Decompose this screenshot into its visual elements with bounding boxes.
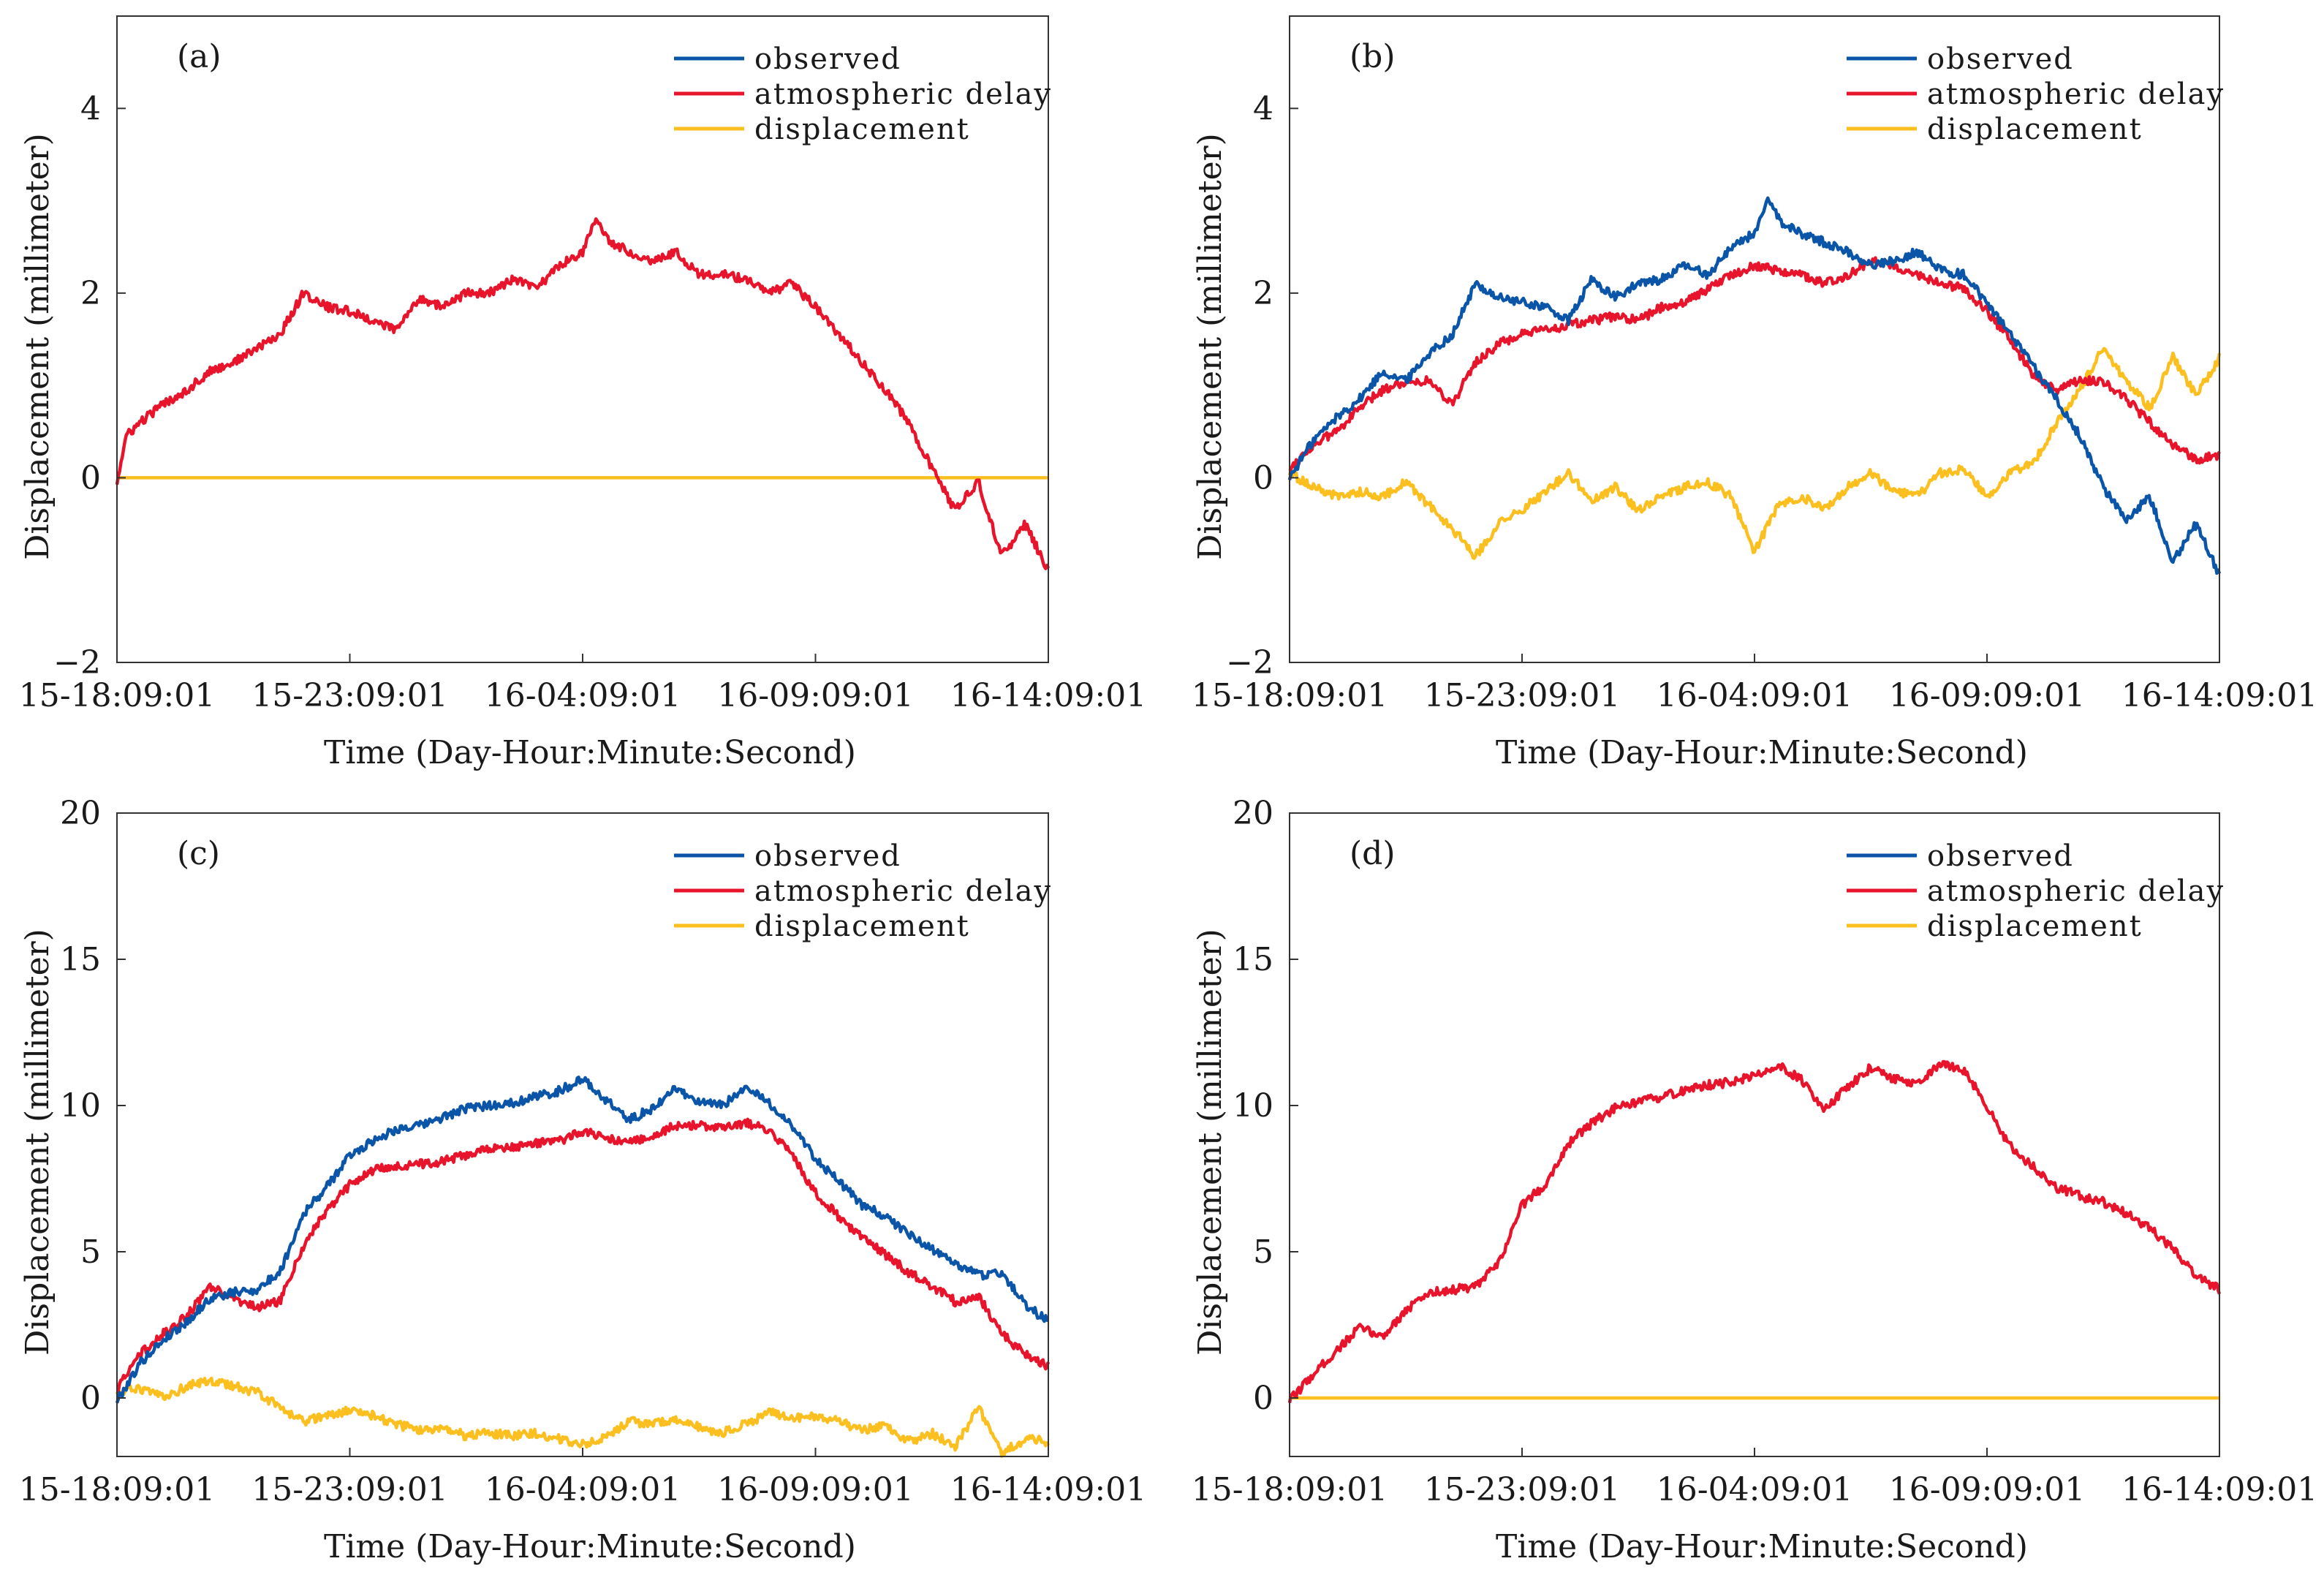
series-lines <box>115 1076 1051 1458</box>
legend: observed atmospheric delay displacement <box>1847 839 2225 943</box>
x-tick-label: 15-23:09:01 <box>1424 677 1620 714</box>
series-line-observed <box>115 1076 1049 1404</box>
legend: observed atmospheric delay displacement <box>674 839 1052 943</box>
x-tick-label: 16-09:09:01 <box>1889 677 2085 714</box>
series-line-displacement <box>115 1376 1051 1458</box>
x-tick-label: 15-23:09:01 <box>1424 1471 1620 1508</box>
y-axis-title: Displacement (millimeter) <box>19 929 56 1356</box>
y-tick-label: 5 <box>80 1233 101 1271</box>
series-line-observed <box>1287 196 2222 575</box>
x-tick-label: 15-18:09:01 <box>1192 677 1388 714</box>
y-tick-label: 2 <box>80 275 101 312</box>
legend-label-observed: observed <box>1927 839 2074 873</box>
legend-label-displacement: displacement <box>754 910 970 943</box>
legend-label-atmospheric-delay: atmospheric delay <box>754 78 1052 111</box>
panel-c: 15-18:09:01 15-23:09:01 16-04:09:01 16-09:0… <box>19 795 1146 1565</box>
x-axis-title: Time (Day-Hour:Minute:Second) <box>1496 1528 2028 1565</box>
x-axis-title: Time (Day-Hour:Minute:Second) <box>1496 734 2028 771</box>
x-tick-label: 15-23:09:01 <box>251 1471 447 1508</box>
legend-label-observed: observed <box>1927 42 2074 76</box>
series-line-displacement <box>1287 347 2222 560</box>
legend-label-atmospheric-delay: atmospheric delay <box>1927 78 2225 111</box>
axis-ticks: 15-18:09:01 15-23:09:01 16-04:09:01 16-09:0… <box>19 795 1146 1508</box>
y-axis-title: Displacement (millimeter) <box>19 133 56 560</box>
panel-label: (c) <box>177 835 220 872</box>
x-tick-label: 15-18:09:01 <box>1192 1471 1388 1508</box>
panel-label: (a) <box>177 38 222 75</box>
y-tick-label: −2 <box>1226 644 1273 681</box>
x-tick-label: 16-04:09:01 <box>1657 1471 1852 1508</box>
y-axis-title: Displacement (millimeter) <box>1192 133 1229 560</box>
series-lines <box>1287 196 2222 575</box>
axis-ticks: 15-18:09:01 15-23:09:01 16-04:09:01 16-09:0… <box>19 90 1146 714</box>
y-tick-label: 0 <box>1253 459 1273 496</box>
axis-ticks: 15-18:09:01 15-23:09:01 16-04:09:01 16-09:0… <box>1192 795 2317 1508</box>
x-tick-label: 16-04:09:01 <box>485 677 681 714</box>
panel-label: (d) <box>1350 835 1396 872</box>
x-tick-label: 16-09:09:01 <box>717 677 913 714</box>
y-axis-title: Displacement (millimeter) <box>1192 929 1229 1356</box>
panel-b: 15-18:09:01 15-23:09:01 16-04:09:01 16-09:0… <box>1192 15 2317 771</box>
panel-d: 15-18:09:01 15-23:09:01 16-04:09:01 16-09:0… <box>1192 795 2317 1565</box>
y-tick-label: 5 <box>1253 1233 1273 1271</box>
y-tick-label: 4 <box>1253 90 1273 127</box>
x-tick-label: 16-04:09:01 <box>485 1471 681 1508</box>
legend-label-observed: observed <box>754 839 901 873</box>
legend: observed atmospheric delay displacement <box>1847 42 2225 146</box>
x-axis-title: Time (Day-Hour:Minute:Second) <box>324 1528 856 1565</box>
y-tick-label: 4 <box>80 90 101 127</box>
series-line-atmospheric-delay <box>1288 256 2221 472</box>
panel-label: (b) <box>1350 38 1396 75</box>
x-tick-label: 15-23:09:01 <box>251 677 447 714</box>
legend-label-observed: observed <box>754 42 901 76</box>
panel-a: 15-18:09:01 15-23:09:01 16-04:09:01 16-09:0… <box>19 15 1146 771</box>
y-tick-label: 0 <box>80 1380 101 1417</box>
series-line-atmospheric-delay <box>1287 1059 2222 1404</box>
x-tick-label: 16-14:09:01 <box>2121 677 2317 714</box>
y-tick-label: 0 <box>80 459 101 496</box>
y-tick-label: 0 <box>1253 1380 1273 1417</box>
x-tick-label: 16-09:09:01 <box>717 1471 913 1508</box>
y-tick-label: 15 <box>60 941 101 978</box>
x-tick-label: 16-14:09:01 <box>950 677 1146 714</box>
axis-ticks: 15-18:09:01 15-23:09:01 16-04:09:01 16-09:0… <box>1192 90 2317 714</box>
series-line-atmospheric-delay <box>115 217 1051 570</box>
legend-label-displacement: displacement <box>754 113 970 146</box>
x-tick-label: 15-18:09:01 <box>19 677 215 714</box>
y-tick-label: −2 <box>53 644 101 681</box>
y-tick-label: 10 <box>1233 1087 1273 1125</box>
series-lines <box>1287 1059 2222 1404</box>
x-tick-label: 15-18:09:01 <box>19 1471 215 1508</box>
legend: observed atmospheric delay displacement <box>674 42 1052 146</box>
legend-label-atmospheric-delay: atmospheric delay <box>754 874 1052 908</box>
x-tick-label: 16-14:09:01 <box>950 1471 1146 1508</box>
series-lines <box>115 217 1051 570</box>
series-line-atmospheric-delay <box>116 1117 1051 1393</box>
x-axis-title: Time (Day-Hour:Minute:Second) <box>324 734 856 771</box>
legend-label-displacement: displacement <box>1927 113 2143 146</box>
legend-label-atmospheric-delay: atmospheric delay <box>1927 874 2225 908</box>
y-tick-label: 15 <box>1233 941 1273 978</box>
y-tick-label: 2 <box>1253 275 1273 312</box>
y-tick-label: 20 <box>60 795 101 832</box>
y-tick-label: 10 <box>60 1087 101 1125</box>
x-tick-label: 16-09:09:01 <box>1889 1471 2085 1508</box>
x-tick-label: 16-04:09:01 <box>1657 677 1852 714</box>
x-tick-label: 16-14:09:01 <box>2121 1471 2317 1508</box>
y-tick-label: 20 <box>1233 795 1273 832</box>
legend-label-displacement: displacement <box>1927 910 2143 943</box>
